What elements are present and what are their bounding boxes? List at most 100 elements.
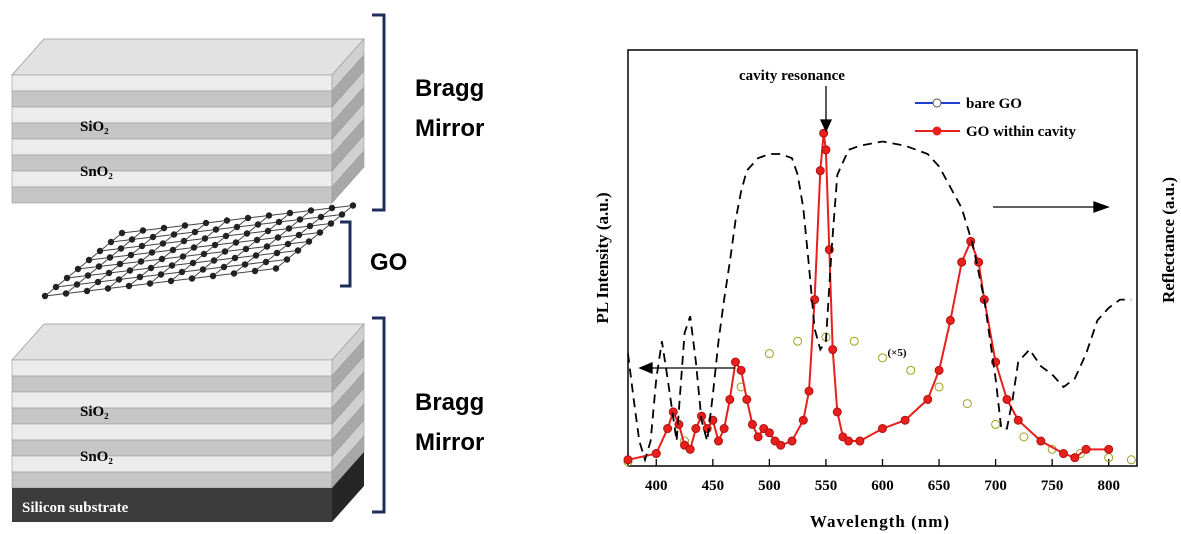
atom <box>188 275 196 282</box>
atom <box>105 269 113 277</box>
bond <box>97 279 120 283</box>
data-point <box>855 436 865 446</box>
atom <box>200 250 208 258</box>
bond <box>181 269 204 273</box>
atom <box>190 244 198 251</box>
atom <box>242 245 250 253</box>
atom <box>118 229 126 237</box>
atom <box>138 242 146 250</box>
layer-side <box>331 150 365 204</box>
atom <box>274 234 282 241</box>
atom <box>83 287 91 295</box>
bond <box>163 225 186 229</box>
bond <box>245 246 268 250</box>
atom <box>94 278 102 286</box>
bond <box>191 275 214 279</box>
atom <box>191 228 199 236</box>
atom <box>231 254 239 262</box>
bond <box>171 262 194 266</box>
atom <box>327 220 335 227</box>
bond <box>77 266 100 270</box>
data-point <box>878 424 887 434</box>
bond <box>88 257 111 261</box>
atom <box>220 263 228 271</box>
series-line <box>627 140 1132 463</box>
atom <box>212 226 220 233</box>
atom <box>295 231 303 239</box>
atom <box>316 229 324 236</box>
bond <box>244 261 267 265</box>
bond <box>131 236 154 240</box>
atom <box>199 266 207 273</box>
bond <box>310 207 333 211</box>
arrow-head <box>638 362 653 374</box>
x-tick-label: 400 <box>645 478 668 494</box>
bond <box>215 226 238 230</box>
bond <box>226 217 249 221</box>
bond <box>87 272 110 276</box>
atom <box>147 264 155 272</box>
data-point <box>713 436 723 446</box>
atom <box>52 283 60 291</box>
atom <box>160 224 168 232</box>
atom <box>272 265 280 272</box>
bond <box>173 231 196 235</box>
data-point <box>730 357 740 367</box>
bond <box>224 248 247 252</box>
bond <box>149 280 172 284</box>
x-tick-label: 550 <box>815 478 838 494</box>
bracket <box>372 13 386 212</box>
y2-axis-label: Reflectance (a.u.) <box>1159 177 1178 303</box>
bond <box>233 270 256 274</box>
bond <box>182 253 205 257</box>
data-point <box>832 407 842 417</box>
data-point <box>849 336 859 346</box>
bond <box>277 234 300 238</box>
data-point <box>1126 455 1136 465</box>
bond <box>289 210 312 214</box>
bond <box>320 214 343 218</box>
atom <box>211 241 219 249</box>
bond <box>142 227 165 231</box>
data-point <box>1036 436 1046 446</box>
bond <box>151 249 174 253</box>
layer-label: SiO₂ <box>80 404 109 420</box>
bond <box>140 258 163 262</box>
mirror-label: Bragg <box>415 389 484 416</box>
bond <box>205 220 228 224</box>
layer <box>11 74 333 92</box>
bond <box>193 244 216 248</box>
atom <box>306 222 314 230</box>
x-axis-label: Wavelength (nm) <box>810 512 950 531</box>
mirror-label: Bragg <box>415 75 484 102</box>
x-tick-label: 700 <box>984 478 1007 494</box>
data-point <box>934 365 944 375</box>
bond <box>121 230 144 234</box>
bond <box>331 205 354 209</box>
bond <box>150 265 173 269</box>
data-point <box>747 419 757 429</box>
atom <box>95 263 103 270</box>
data-point <box>1070 453 1080 463</box>
atom <box>275 218 283 226</box>
layer-label: SnO₂ <box>80 164 113 180</box>
bond <box>268 212 291 216</box>
atom <box>244 214 252 222</box>
atom <box>148 249 156 256</box>
bond <box>213 257 236 261</box>
data-point <box>691 424 701 434</box>
atom <box>209 272 217 280</box>
layer <box>11 455 333 473</box>
atom <box>233 223 241 231</box>
layer <box>11 359 333 377</box>
data-point <box>1019 432 1029 442</box>
atom <box>158 255 166 263</box>
data-point <box>815 166 825 176</box>
atom <box>285 225 293 232</box>
bond <box>108 270 131 274</box>
bond <box>152 234 175 238</box>
atom <box>263 243 271 250</box>
diagram: SiO₂ SnO₂ SiO₂ SnO₂ Silicon substrate <box>11 38 365 522</box>
bond <box>183 238 206 242</box>
x-tick-label: 600 <box>871 478 894 494</box>
